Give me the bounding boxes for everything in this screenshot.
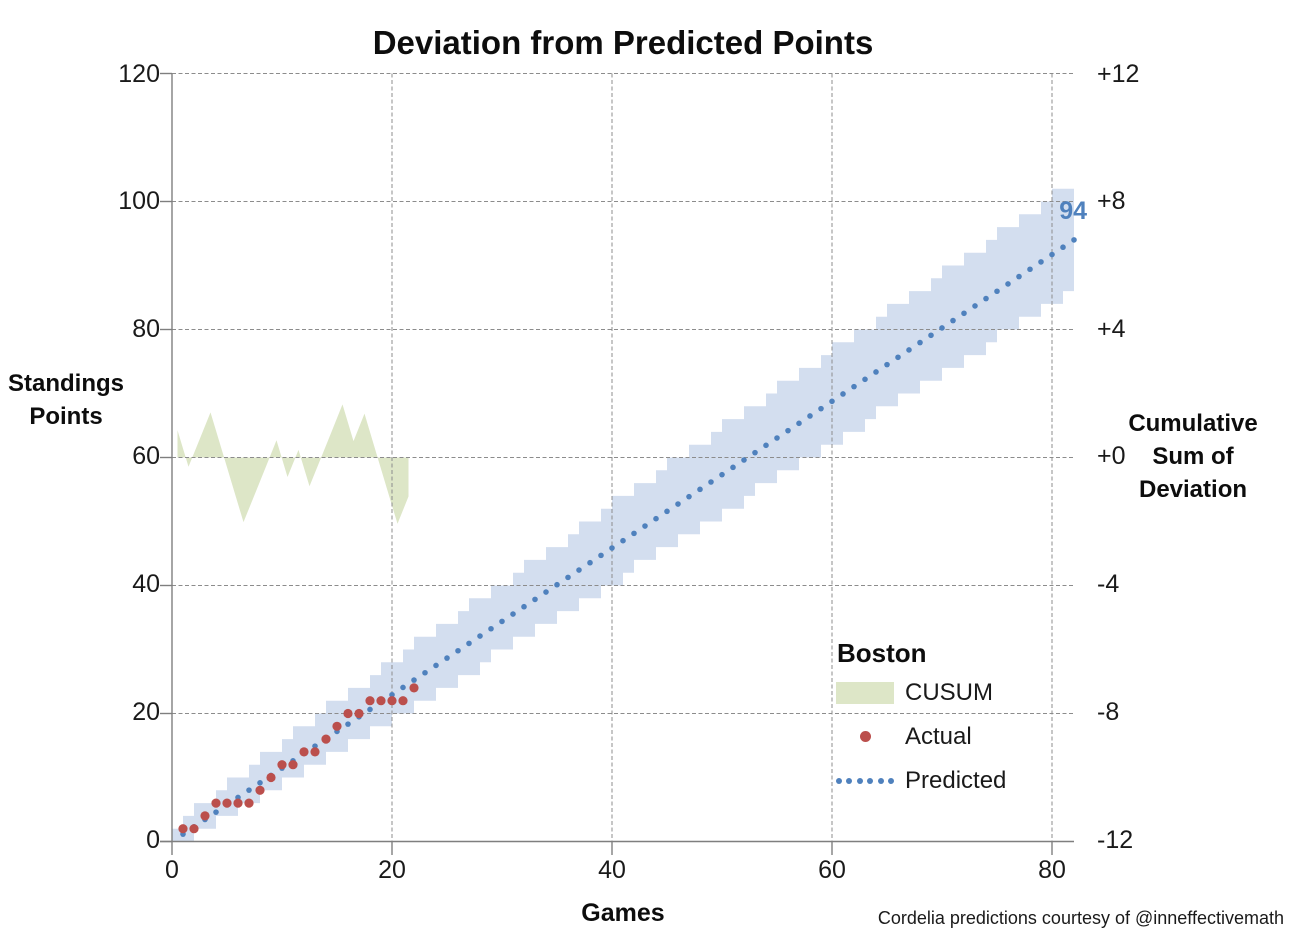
right-axis-title-line: Cumulative bbox=[1128, 410, 1258, 437]
y-left-tick-label: 20 bbox=[132, 697, 160, 726]
y-left-tick-label: 60 bbox=[132, 441, 160, 470]
y-left-tick-label: 0 bbox=[146, 825, 160, 854]
right-axis-title-line: Sum of bbox=[1152, 443, 1234, 470]
y-right-tick-label: -8 bbox=[1097, 697, 1120, 726]
x-tick-label: 0 bbox=[165, 856, 179, 884]
legend-item-predicted: Predicted bbox=[836, 766, 1046, 794]
predicted-dotted-line-swatch-icon bbox=[836, 777, 894, 784]
attribution-text: Cordelia predictions courtesy of @inneff… bbox=[877, 908, 1284, 928]
right-axis-title: Cumulative Sum of Deviation bbox=[1126, 407, 1260, 506]
x-tick-label: 40 bbox=[598, 856, 626, 884]
left-axis-title: Standings Points bbox=[4, 367, 128, 433]
chart-title: Deviation from Predicted Points bbox=[372, 24, 874, 61]
x-tick-label: 20 bbox=[378, 856, 406, 884]
y-right-tick-label: +0 bbox=[1097, 441, 1126, 470]
x-tick-label: 80 bbox=[1038, 856, 1066, 884]
legend-item-cusum: CUSUM bbox=[836, 678, 1046, 706]
left-axis-title-line: Standings bbox=[7, 370, 124, 397]
right-axis-title-line: Deviation bbox=[1138, 476, 1248, 503]
y-right-tick-label: -12 bbox=[1097, 825, 1134, 854]
predicted-end-value-label: 94 bbox=[1059, 197, 1087, 225]
legend-item-label: Predicted bbox=[905, 766, 1007, 794]
legend-item-actual: Actual bbox=[836, 722, 1046, 750]
left-axis-title-line: Points bbox=[29, 403, 103, 430]
x-tick-label: 60 bbox=[818, 856, 846, 884]
x-axis-title: Games bbox=[581, 899, 665, 927]
y-left-tick-label: 40 bbox=[132, 569, 160, 598]
y-right-tick-label: +12 bbox=[1097, 59, 1140, 88]
y-left-tick-label: 80 bbox=[132, 314, 160, 343]
legend: Boston CUSUM Actual Predicted bbox=[836, 638, 1046, 813]
y-left-tick-label: 100 bbox=[118, 186, 160, 215]
legend-item-label: Actual bbox=[905, 722, 972, 750]
y-right-tick-label: -4 bbox=[1097, 569, 1120, 598]
y-right-tick-label: +4 bbox=[1097, 314, 1126, 343]
actual-dot-swatch-icon bbox=[836, 731, 894, 742]
cusum-area-swatch-icon bbox=[836, 681, 894, 704]
legend-title: Boston bbox=[837, 638, 927, 668]
y-left-tick-label: 120 bbox=[118, 59, 160, 88]
legend-item-label: CUSUM bbox=[905, 678, 993, 706]
y-right-tick-label: +8 bbox=[1097, 186, 1126, 215]
